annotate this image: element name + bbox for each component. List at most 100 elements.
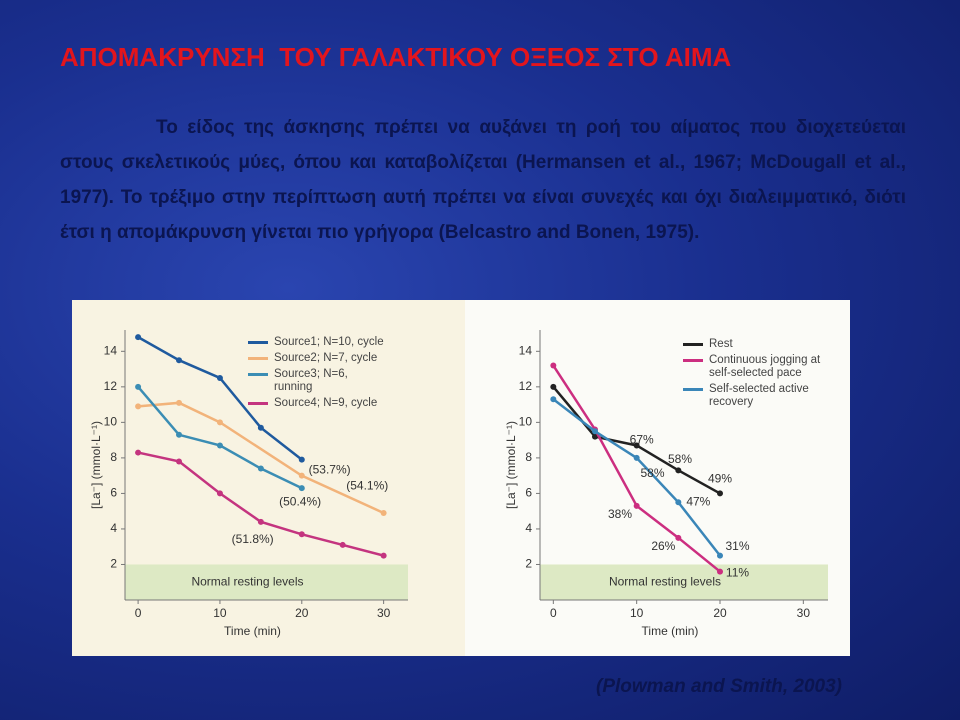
legend-entry: Source1; N=10, cycle	[248, 336, 388, 349]
data-point	[298, 531, 305, 538]
y-tick-label: 12	[104, 379, 118, 393]
data-point	[135, 334, 142, 341]
data-point	[298, 485, 305, 492]
x-axis-label: Time (min)	[642, 624, 699, 638]
legend-swatch	[683, 388, 703, 391]
legend-entry: Source2; N=7, cycle	[248, 352, 388, 365]
legend-swatch	[683, 359, 703, 362]
legend-label: Rest	[709, 338, 733, 350]
data-point	[592, 428, 598, 435]
data-point	[298, 456, 305, 463]
y-tick-label: 2	[525, 557, 532, 571]
data-point	[216, 419, 223, 426]
legend-entry: Self-selected active recovery	[683, 383, 823, 409]
legend-label: Source1; N=10, cycle	[274, 336, 384, 348]
data-point	[176, 431, 183, 438]
y-axis-label: [La⁻] (mmol·L⁻¹)	[89, 421, 103, 509]
data-point	[257, 424, 264, 431]
annotation: 49%	[708, 471, 732, 485]
y-tick-label: 12	[519, 379, 533, 393]
y-axis-label: [La⁻] (mmol·L⁻¹)	[504, 421, 518, 509]
data-point	[633, 454, 640, 461]
annotation: 11%	[726, 566, 749, 580]
x-tick-label: 20	[295, 606, 309, 620]
y-tick-label: 2	[110, 557, 117, 571]
y-tick-label: 14	[519, 343, 533, 357]
data-point	[717, 552, 723, 559]
data-point	[135, 449, 142, 456]
data-point	[216, 374, 223, 381]
legend-entry: Source3; N=6, running	[248, 368, 388, 394]
data-point	[339, 541, 346, 548]
x-tick-label: 0	[135, 606, 142, 620]
data-point	[675, 467, 682, 474]
y-tick-label: 10	[104, 415, 118, 429]
data-point	[257, 518, 264, 525]
legend-swatch	[248, 341, 268, 344]
data-point	[675, 534, 682, 541]
legend-swatch	[248, 402, 268, 405]
annotation: 38%	[608, 507, 632, 521]
legend: Rest Continuous jogging at self-selected …	[683, 338, 823, 412]
x-tick-label: 10	[213, 606, 227, 620]
legend-label: Continuous jogging at self-selected pace	[709, 354, 821, 379]
slide-body: Το είδος της άσκησης πρέπει να αυξάνει τ…	[60, 117, 906, 243]
annotation: 67%	[630, 432, 654, 446]
y-tick-label: 14	[104, 343, 118, 357]
data-point	[216, 490, 223, 497]
data-point	[135, 383, 142, 390]
data-point	[592, 433, 598, 440]
data-point	[717, 568, 723, 575]
y-tick-label: 8	[525, 450, 532, 464]
data-point	[176, 399, 183, 406]
data-point	[550, 396, 557, 403]
data-point	[380, 552, 387, 559]
data-point	[176, 458, 183, 465]
band-label: Normal resting levels	[609, 575, 721, 589]
slide-title: ΑΠΟΜΑΚΡΥΝΣΗ ΤΟΥ ΓΑΛΑΚΤΙΚΟΥ ΟΞΕΟΣ ΣΤΟ ΑΙΜ…	[60, 42, 732, 72]
data-point	[298, 472, 305, 479]
y-tick-label: 10	[519, 415, 533, 429]
x-tick-label: 20	[713, 606, 727, 620]
band-label: Normal resting levels	[191, 575, 303, 589]
x-tick-label: 30	[377, 606, 391, 620]
x-tick-label: 0	[550, 606, 557, 620]
x-axis-label: Time (min)	[224, 624, 281, 638]
data-point	[135, 403, 142, 410]
data-point	[717, 490, 723, 497]
annotation: (54.1%)	[346, 478, 388, 492]
data-point	[550, 362, 557, 369]
legend-label: Source3; N=6, running	[274, 368, 348, 393]
data-point	[216, 442, 223, 449]
legend-swatch	[248, 373, 268, 376]
legend-label: Source2; N=7, cycle	[274, 352, 378, 364]
data-point	[633, 442, 640, 449]
data-point	[380, 509, 387, 516]
annotation: 26%	[651, 539, 675, 553]
citation: (Plowman and Smith, 2003)	[596, 676, 842, 697]
data-point	[633, 502, 640, 509]
y-tick-label: 8	[110, 450, 117, 464]
annotation: 58%	[668, 452, 692, 466]
x-tick-label: 10	[630, 606, 644, 620]
y-tick-label: 6	[525, 486, 532, 500]
data-point	[176, 357, 183, 364]
y-tick-label: 4	[110, 521, 117, 535]
legend-entry: Continuous jogging at self-selected pace	[683, 354, 823, 380]
annotation: 31%	[725, 539, 749, 553]
legend-swatch	[248, 357, 268, 360]
annotation: (50.4%)	[279, 494, 321, 508]
x-tick-label: 30	[797, 606, 811, 620]
legend-label: Source4; N=9, cycle	[274, 397, 378, 409]
resting-band	[125, 564, 408, 600]
annotation: 58%	[640, 466, 664, 480]
data-point	[675, 499, 682, 506]
data-point	[550, 383, 557, 390]
annotation: (51.8%)	[232, 532, 274, 546]
annotation: 47%	[686, 494, 710, 508]
data-point	[257, 465, 264, 472]
legend-label: Self-selected active recovery	[709, 383, 809, 408]
legend-entry: Source4; N=9, cycle	[248, 397, 388, 410]
y-tick-label: 6	[110, 486, 117, 500]
